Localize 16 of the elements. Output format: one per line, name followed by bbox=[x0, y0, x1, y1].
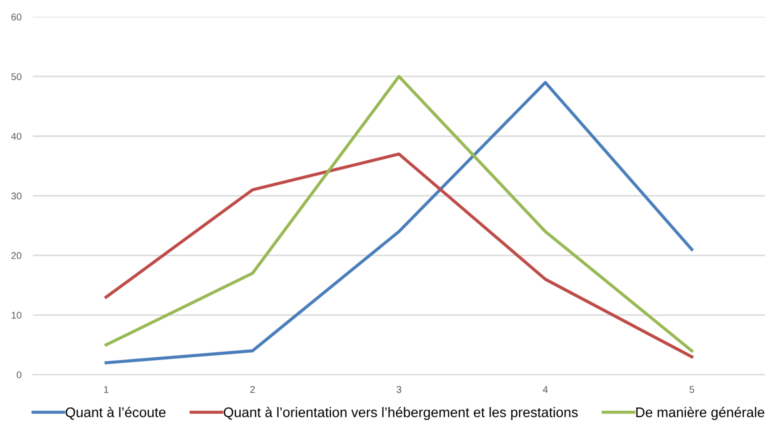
x-tick-label: 3 bbox=[396, 386, 402, 393]
y-tick-label: 60 bbox=[11, 14, 22, 20]
x-tick-label: 2 bbox=[250, 386, 255, 393]
legend-label: Quant à l’écoute bbox=[66, 406, 166, 420]
y-tick-label: 40 bbox=[11, 132, 22, 140]
legend-label: Quant à l’orientation vers l’hébergement et les prestations bbox=[224, 406, 578, 420]
x-tick-label: 4 bbox=[542, 386, 548, 393]
y-tick-label: 0 bbox=[16, 371, 22, 378]
line-series bbox=[104, 152, 694, 358]
y-tick-label: 10 bbox=[12, 312, 22, 319]
y-tick-label: 50 bbox=[11, 73, 22, 80]
legend-label: De manière générale bbox=[636, 406, 764, 420]
x-tick-label: 5 bbox=[689, 386, 694, 393]
y-tick-label: 30 bbox=[11, 192, 22, 200]
y-tick-label: 20 bbox=[11, 252, 22, 260]
x-tick-label: 1 bbox=[104, 386, 108, 393]
